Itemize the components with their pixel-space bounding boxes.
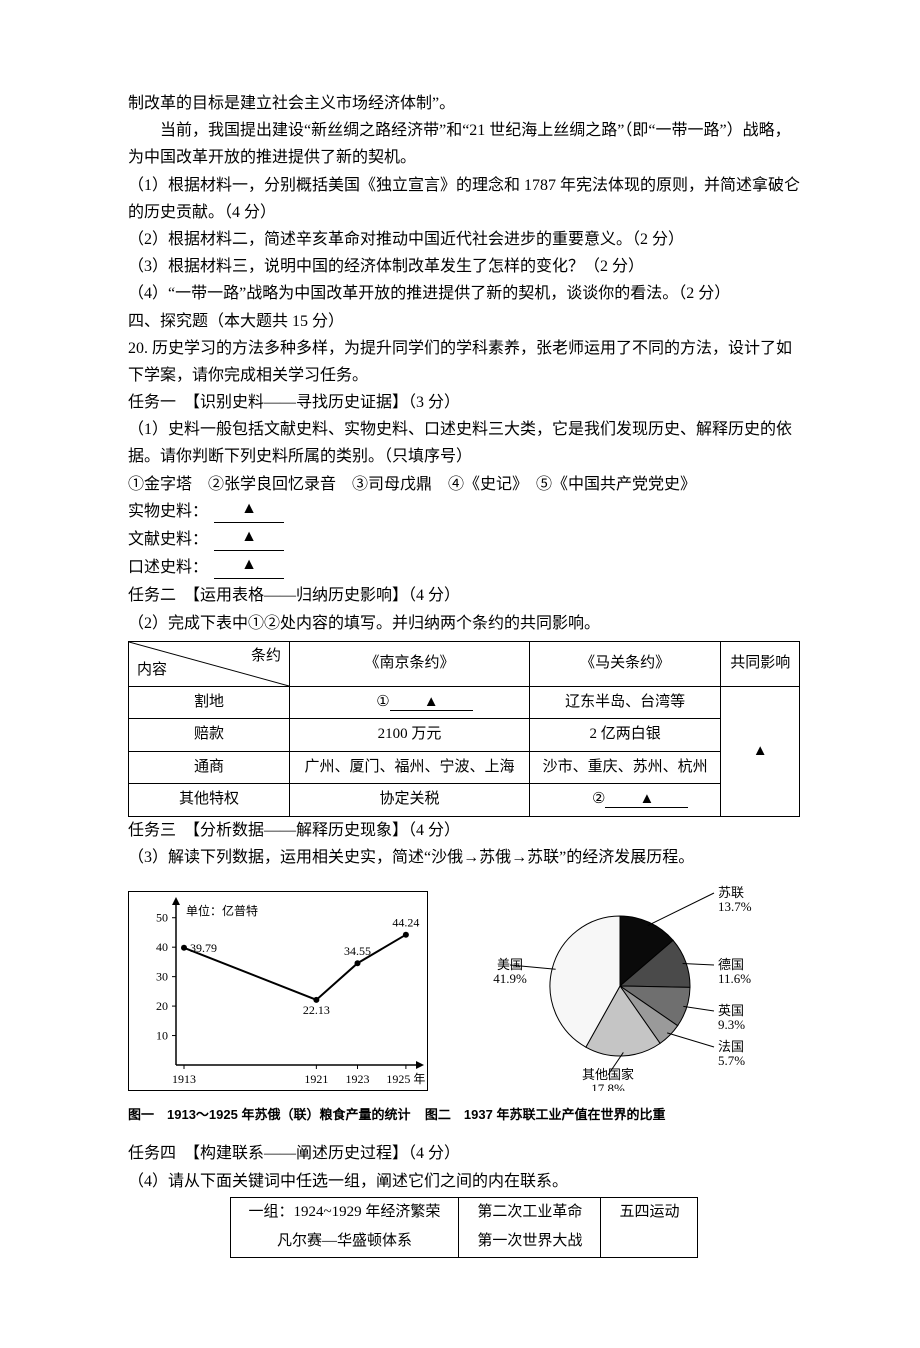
svg-text:40: 40 [156,940,168,954]
svg-text:单位：亿普特: 单位：亿普特 [186,903,258,918]
svg-text:41.9%: 41.9% [493,971,527,986]
task1-line3: 口述史料：▲ [128,554,800,582]
svg-text:法国: 法国 [718,1039,744,1054]
kw-r2c3 [601,1227,698,1257]
blank-oral[interactable]: ▲ [214,551,284,579]
svg-text:英国: 英国 [718,1003,744,1018]
keywords-table: 一组：1924~1929 年经济繁荣 第二次工业革命 五四运动 凡尔赛—华盛顿体… [230,1197,699,1258]
svg-text:5.7%: 5.7% [718,1053,745,1068]
svg-text:1923: 1923 [346,1072,370,1086]
svg-text:苏联: 苏联 [718,885,744,900]
r1c1: 割地 [129,686,290,719]
svg-text:39.79: 39.79 [190,941,217,955]
q20-intro: 20. 历史学习的方法多种多样，为提升同学们的学科素养，张老师运用了不同的方法，… [128,335,800,389]
svg-text:10: 10 [156,1029,168,1043]
svg-text:17.8%: 17.8% [591,1081,625,1091]
r3c2: 广州、厦门、福州、宁波、上海 [290,751,530,784]
svg-text:其他国家: 其他国家 [582,1067,634,1082]
task1-title: 任务一 【识别史料——寻找历史证据】（3 分） [128,389,800,416]
treaty-table: 条约 内容 《南京条约》 《马关条约》 共同影响 割地 ① ▲ 辽东半岛、台湾等… [128,641,800,817]
intro-p2: 当前，我国提出建设“新丝绸之路经济带”和“21 世纪海上丝绸之路”（即“一带一路… [128,117,800,171]
task1-line2: 文献史料：▲ [128,526,800,554]
svg-text:1913: 1913 [172,1072,196,1086]
line-chart: 10 20 30 40 50 单位：亿普特 1913 1921 1923 1925 年 39.79 2… [128,891,428,1100]
th-diag: 条约 内容 [129,641,290,686]
blank-circle2[interactable]: ② ▲ [529,784,721,817]
blank-literature[interactable]: ▲ [214,523,284,551]
r4c2: 协定关税 [290,784,530,817]
svg-text:13.7%: 13.7% [718,899,752,914]
svg-text:9.3%: 9.3% [718,1017,745,1032]
r2c3: 2 亿两白银 [529,719,721,752]
kw-r1c2: 第二次工业革命 [459,1197,601,1227]
task3-title: 任务三 【分析数据——解释历史现象】（4 分） [128,817,800,844]
kw-r1c3: 五四运动 [601,1197,698,1227]
q19-3: （3）根据材料三，说明中国的经济体制改革发生了怎样的变化？（2 分） [128,253,800,280]
th-maguan: 《马关条约》 [529,641,721,686]
task4-desc: （4）请从下面关键词中任选一组，阐述它们之间的内在联系。 [128,1168,800,1195]
task1-items: ①金字塔 ②张学良回忆录音 ③司母戊鼎 ④《史记》 ⑤《中国共产党党史》 [128,471,800,498]
pie-chart: 苏联13.7% 德国11.6% 英国9.3% 法国5.7% 其他国家17.8% 美国41.… [470,881,800,1100]
svg-text:11.6%: 11.6% [718,971,751,986]
r4c1: 其他特权 [129,784,290,817]
chart-row: 10 20 30 40 50 单位：亿普特 1913 1921 1923 1925 年 39.79 2… [128,881,800,1100]
task2-desc: （2）完成下表中①②处内容的填写。并归纳两个条约的共同影响。 [128,610,800,637]
svg-text:20: 20 [156,999,168,1013]
q19-2: （2）根据材料二，简述辛亥革命对推动中国近代社会进步的重要意义。（2 分） [128,226,800,253]
svg-text:50: 50 [156,911,168,925]
svg-text:30: 30 [156,970,168,984]
svg-text:1925 年: 1925 年 [386,1072,425,1086]
task4-title: 任务四 【构建联系——阐述历史过程】（4 分） [128,1140,800,1167]
task1-line1: 实物史料：▲ [128,498,800,526]
chart-captions: 图一 1913～1925 年苏俄（联）粮食产量的统计 图二 1937 年苏联工业… [128,1104,800,1126]
svg-text:44.24: 44.24 [392,916,419,930]
task1-desc: （1）史料一般包括文献史料、实物史料、口述史料三大类，它是我们发现历史、解释历史… [128,416,800,470]
r3c1: 通商 [129,751,290,784]
r3c3: 沙市、重庆、苏州、杭州 [529,751,721,784]
kw-r2c2: 第一次世界大战 [459,1227,601,1257]
intro-p1: 制改革的目标是建立社会主义市场经济体制”。 [128,90,800,117]
svg-text:1921: 1921 [304,1072,328,1086]
task2-title: 任务二 【运用表格——归纳历史影响】（4 分） [128,582,800,609]
blank-physical[interactable]: ▲ [214,495,284,523]
svg-text:美国: 美国 [497,957,523,972]
kw-r1c1: 一组：1924~1929 年经济繁荣 [230,1197,459,1227]
section4-title: 四、探究题（本大题共 15 分） [128,308,800,335]
svg-text:德国: 德国 [718,957,744,972]
q19-4: （4）“一带一路”战略为中国改革开放的推进提供了新的契机，谈谈你的看法。（2 分… [128,280,800,307]
task3-desc: （3）解读下列数据，运用相关史实，简述“沙俄→苏俄→苏联”的经济发展历程。 [128,844,800,871]
q19-1: （1）根据材料一，分别概括美国《独立宣言》的理念和 1787 年宪法体现的原则，… [128,172,800,226]
svg-text:34.55: 34.55 [344,944,371,958]
kw-r2c1: 凡尔赛—华盛顿体系 [230,1227,459,1257]
r2c2: 2100 万元 [290,719,530,752]
r1c3: 辽东半岛、台湾等 [529,686,721,719]
blank-circle1[interactable]: ① ▲ [290,686,530,719]
svg-text:22.13: 22.13 [303,1003,330,1017]
th-nanjing: 《南京条约》 [290,641,530,686]
r2c1: 赔款 [129,719,290,752]
blank-common-effect[interactable]: ▲ [721,686,800,816]
th-common: 共同影响 [721,641,800,686]
